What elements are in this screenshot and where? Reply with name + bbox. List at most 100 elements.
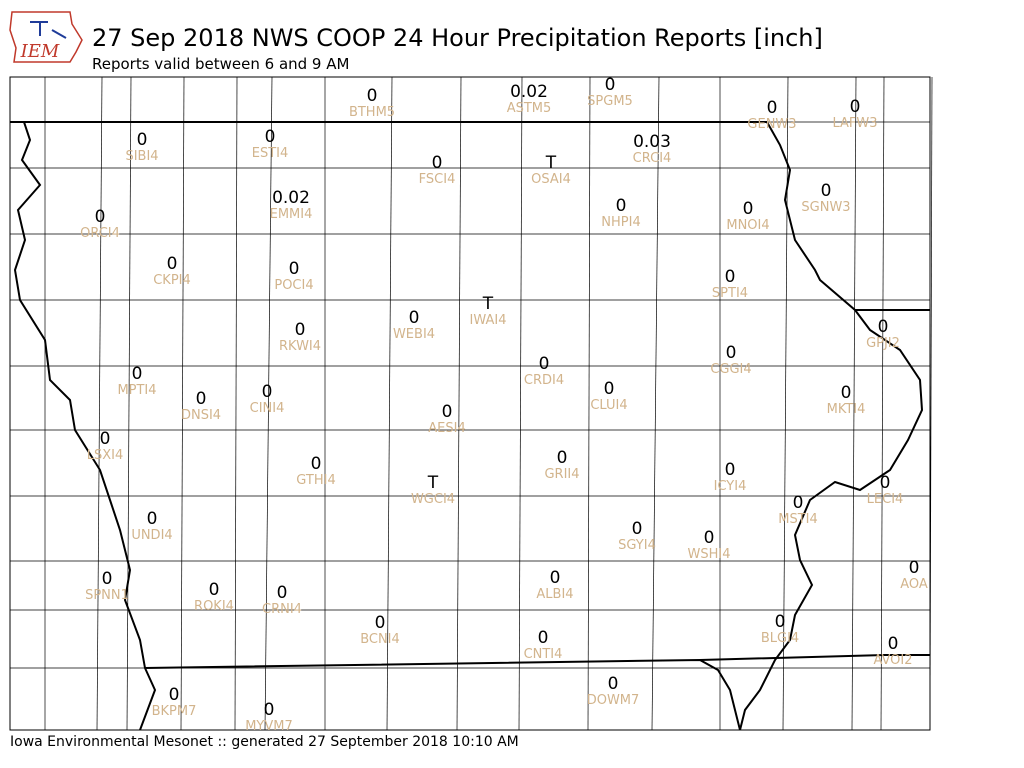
station-id: CLUI4 [590, 398, 627, 413]
station-id: ICYI4 [714, 479, 747, 494]
station-value: 0 [704, 528, 715, 548]
station-id: UNDI4 [131, 528, 172, 543]
station-id: CINI4 [250, 401, 285, 416]
station-id: WEBI4 [393, 327, 435, 342]
station-id: LECI4 [867, 492, 904, 507]
station-value: 0 [167, 254, 178, 274]
station-id: BKPM7 [152, 704, 197, 719]
station-value: 0 [442, 402, 453, 422]
station-value: 0 [289, 259, 300, 279]
station-id: EMMI4 [270, 207, 313, 222]
station-id: AESI4 [428, 421, 465, 436]
station-id: ROKI4 [194, 599, 234, 614]
station-value: T [427, 473, 439, 493]
county-line [851, 76, 857, 731]
station-id: CNTI4 [524, 647, 563, 662]
station-value: T [545, 153, 557, 173]
station-id: DNSI4 [181, 408, 221, 423]
station-id: GRII4 [544, 467, 579, 482]
station-id: CKPI4 [153, 273, 191, 288]
station-value: 0 [608, 674, 619, 694]
station-value: 0 [539, 354, 550, 374]
station-value: 0 [311, 454, 322, 474]
station-value: 0.02 [510, 82, 548, 102]
station-value: 0 [743, 199, 754, 219]
station-id: LAFW3 [832, 116, 877, 131]
county-line [126, 76, 132, 731]
logo: IEM [9, 11, 83, 63]
station-id: DOWM7 [587, 693, 640, 708]
station-value: 0 [550, 568, 561, 588]
station-id: LSXI4 [87, 448, 124, 463]
station-value: 0.02 [272, 188, 310, 208]
station-value: 0 [775, 612, 786, 632]
station-id: FSCI4 [419, 172, 456, 187]
county-line [518, 76, 523, 731]
county-line [587, 76, 591, 731]
station-id: GENW3 [747, 117, 796, 132]
station-id: SIBI4 [125, 149, 158, 164]
station-value: 0 [821, 181, 832, 201]
station-id: MNOI4 [726, 218, 769, 233]
station-id: NHPI4 [601, 215, 640, 230]
county-line [180, 76, 185, 731]
footer: Iowa Environmental Mesonet :: generated … [10, 734, 519, 750]
station-id: CRDI4 [524, 373, 564, 388]
logo-text: IEM [20, 41, 60, 62]
station-value: 0 [538, 628, 549, 648]
station-id: IWAI4 [470, 313, 507, 328]
station-id: SPNN1 [85, 588, 129, 603]
station-value: 0 [793, 493, 804, 513]
station-id: WGCI4 [411, 492, 455, 507]
station-id: MKTI4 [827, 402, 866, 417]
station-id: BCNI4 [360, 632, 400, 647]
station-id: BLGI4 [761, 631, 799, 646]
station-value: 0 [409, 308, 420, 328]
station-value: 0 [102, 569, 113, 589]
station-value: 0 [605, 75, 616, 95]
station-id: ORCI4 [80, 226, 120, 241]
county-line [386, 76, 393, 731]
station-id: POCI4 [274, 278, 313, 293]
station-value: 0 [375, 613, 386, 633]
station-id: BTHM5 [349, 105, 395, 120]
station-value: 0 [850, 97, 861, 117]
station-id: GPJI2 [866, 336, 900, 351]
station-value: 0 [725, 267, 736, 287]
logo-icon [30, 21, 67, 39]
county-line [264, 76, 273, 731]
